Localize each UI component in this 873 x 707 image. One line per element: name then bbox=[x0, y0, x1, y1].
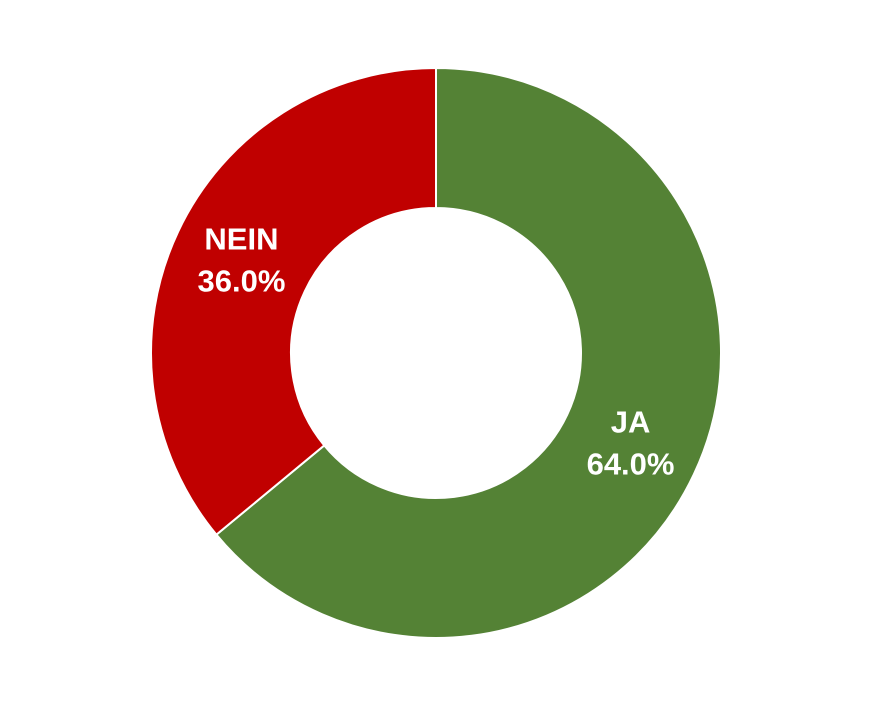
slice-category-label: NEIN bbox=[204, 222, 278, 257]
donut-slice bbox=[214, 66, 722, 639]
donut-slice bbox=[150, 66, 437, 537]
slice-value-label: 36.0% bbox=[198, 264, 286, 299]
slice-category-label: JA bbox=[611, 405, 651, 440]
slice-value-label: 64.0% bbox=[587, 447, 675, 482]
